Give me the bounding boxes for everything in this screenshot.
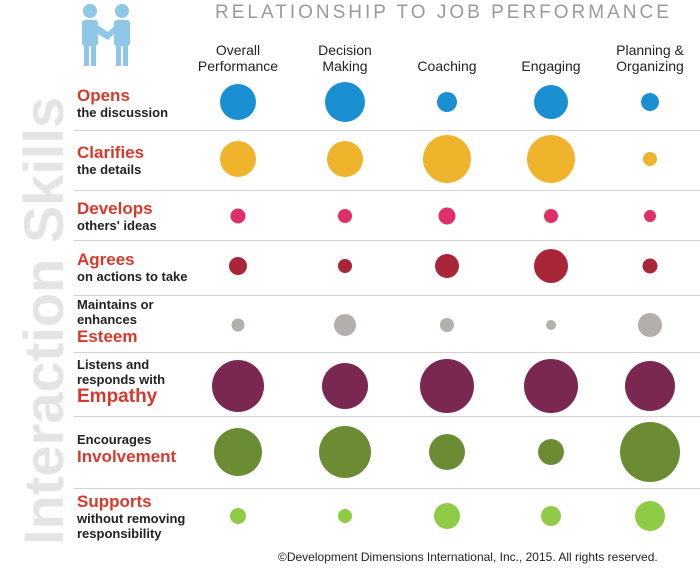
- column-header-line: Coaching: [417, 58, 477, 74]
- row-label-line: without removing: [77, 511, 186, 526]
- bubble: [644, 210, 656, 222]
- row-divider: [74, 488, 700, 489]
- bubble: [230, 508, 246, 524]
- row-label-keyword: Opens: [77, 86, 130, 105]
- bubble: [229, 257, 247, 275]
- bubble: [338, 209, 352, 223]
- row-label-line: enhances: [77, 312, 137, 327]
- bubble: [437, 92, 457, 112]
- column-header-line: Making: [322, 58, 368, 74]
- bubble: [438, 207, 456, 225]
- row-label-keyword: Clarifies: [77, 143, 145, 162]
- bubble: [423, 135, 471, 183]
- column-header-line: Planning &: [616, 42, 684, 58]
- bubble: [544, 209, 558, 223]
- bubble: [420, 359, 474, 413]
- bubble: [641, 93, 659, 111]
- bubble: [319, 426, 371, 478]
- row-label: Maintains or enhances Esteem: [77, 297, 207, 346]
- row-label-keyword: Agrees: [77, 250, 135, 269]
- row-label-keyword: Esteem: [77, 327, 138, 346]
- chart-title: RELATIONSHIP TO JOB PERFORMANCE: [215, 2, 672, 23]
- row-label: Encourages Involvement: [77, 432, 207, 466]
- bubble: [434, 503, 460, 529]
- bubble: [527, 135, 575, 183]
- row-label-line: the details: [77, 162, 142, 177]
- row-divider: [74, 130, 700, 131]
- row-divider: [74, 295, 700, 296]
- bubble: [642, 258, 658, 274]
- column-header-line: Engaging: [521, 58, 581, 74]
- bubble: [220, 84, 256, 120]
- bubble: [338, 259, 352, 273]
- bubble: [212, 360, 264, 412]
- bubble: [638, 313, 662, 337]
- bubble: [546, 320, 556, 330]
- row-label: Clarifies the details: [77, 143, 207, 177]
- bubble: [322, 363, 368, 409]
- handshake-people-icon: [82, 4, 130, 66]
- bubble: [325, 82, 365, 122]
- bubble: [440, 318, 454, 332]
- row-divider: [74, 240, 700, 241]
- row-label: Supports without removing responsibility: [77, 492, 207, 541]
- bubble: [327, 141, 363, 177]
- bubble: [538, 439, 564, 465]
- bubble: [625, 361, 675, 411]
- row-label: Opens the discussion: [77, 86, 207, 120]
- row-label: Listens and responds with Empathy: [77, 357, 207, 406]
- column-header: Decision Making: [290, 42, 400, 74]
- bubble: [643, 152, 657, 166]
- bubble: [231, 318, 245, 332]
- row-label-line: responsibility: [77, 526, 162, 541]
- column-header-line: Overall: [215, 42, 261, 58]
- row-label-line: on actions to take: [77, 269, 188, 284]
- column-header-line: Performance: [197, 58, 279, 74]
- row-label-line: responds with: [77, 372, 166, 387]
- bubble: [635, 501, 665, 531]
- row-label-keyword: Empathy: [77, 386, 158, 407]
- row-label: Agrees on actions to take: [77, 250, 207, 284]
- row-label-line: others' ideas: [77, 218, 157, 233]
- bubble: [534, 249, 568, 283]
- bubble: [435, 254, 459, 278]
- row-label-line: Listens and: [77, 357, 150, 372]
- column-header: Overall Performance: [183, 42, 293, 74]
- bubble: [620, 422, 680, 482]
- row-divider: [74, 416, 700, 417]
- copyright-notice: ©Development Dimensions International, I…: [278, 550, 658, 564]
- bubble: [541, 506, 561, 526]
- bubble: [214, 428, 262, 476]
- column-header-line: Organizing: [616, 58, 684, 74]
- bubble: [429, 434, 465, 470]
- row-label-line: Encourages: [77, 432, 152, 447]
- row-label-line: Maintains or: [77, 297, 154, 312]
- column-header: Coaching: [392, 58, 502, 74]
- bubble: [524, 359, 578, 413]
- bubble: [534, 85, 568, 119]
- column-header-line: Decision: [318, 42, 372, 58]
- row-label-line: the discussion: [77, 105, 169, 120]
- row-divider: [74, 352, 700, 353]
- row-label-keyword: Develops: [77, 199, 153, 218]
- bubble: [334, 314, 356, 336]
- row-label-keyword: Supports: [77, 492, 152, 511]
- row-label: Develops others' ideas: [77, 199, 207, 233]
- bubble: [230, 208, 246, 224]
- bubble: [338, 509, 352, 523]
- row-label-keyword: Involvement: [77, 447, 177, 466]
- column-header: Planning & Organizing: [595, 42, 700, 74]
- bubble: [220, 141, 256, 177]
- column-header: Engaging: [496, 58, 606, 74]
- row-divider: [74, 190, 700, 191]
